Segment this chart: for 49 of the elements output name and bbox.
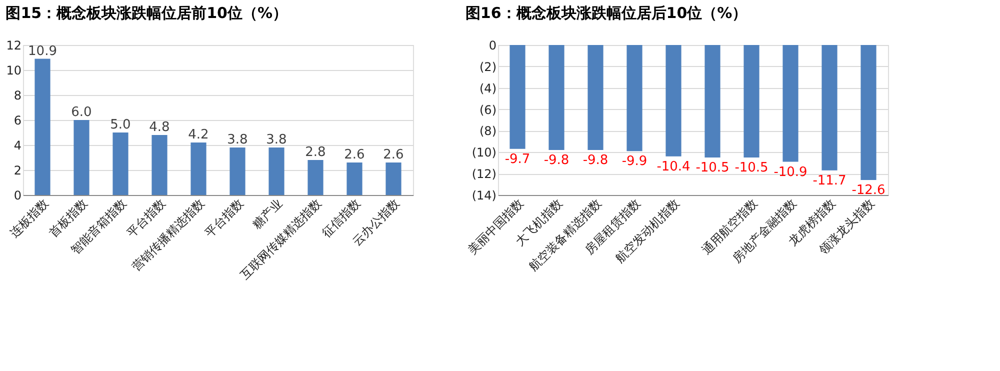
data-label: 2.6 [344, 148, 365, 162]
data-label: -10.9 [774, 164, 808, 180]
y-tick-label: (2) [480, 60, 496, 74]
bar [230, 148, 246, 195]
chart-title: 图15：概念板块涨跌幅位居前10位（%） [6, 4, 288, 22]
data-label: -9.7 [504, 152, 530, 167]
y-tick-label: 12 [6, 38, 22, 52]
data-label: -10.5 [734, 160, 768, 176]
data-label: -9.8 [582, 153, 608, 168]
data-label: 2.6 [383, 148, 404, 162]
y-tick-label: (12) [472, 167, 496, 182]
bar [190, 142, 206, 195]
bar [152, 135, 168, 195]
data-label: -11.7 [812, 173, 846, 188]
data-label: -9.9 [622, 154, 648, 170]
data-label: -10.4 [656, 159, 690, 174]
data-label: 4.8 [149, 120, 170, 135]
y-tick-label: (4) [480, 81, 496, 96]
y-tick-label: 4 [14, 138, 22, 152]
data-label: -9.8 [544, 153, 570, 168]
bar [112, 132, 128, 195]
y-tick-label: 8 [14, 88, 22, 102]
data-label: -12.6 [852, 183, 886, 198]
y-tick-label: (10) [472, 146, 496, 160]
data-label: 3.8 [266, 132, 287, 148]
y-tick-label: (8) [480, 124, 496, 138]
x-tick-label: 平台指数 [202, 196, 246, 240]
data-label: 2.8 [305, 145, 326, 160]
data-label: 4.2 [188, 128, 209, 142]
data-label: 10.9 [28, 44, 57, 59]
data-label: -10.5 [696, 160, 730, 176]
y-tick-label: 0 [14, 188, 22, 202]
y-tick-label: (14) [472, 188, 496, 202]
chart-title: 图16：概念板块涨跌幅位居后10位（%） [465, 4, 748, 22]
y-tick-label: 0 [488, 38, 496, 52]
bar [386, 162, 402, 195]
data-label: 3.8 [227, 132, 248, 148]
y-tick-label: 2 [14, 164, 22, 178]
bar [308, 160, 324, 195]
bar [74, 120, 90, 195]
x-tick-label: 糖产业 [250, 196, 285, 232]
bar [34, 58, 50, 195]
y-tick-label: 10 [6, 64, 22, 78]
bar [268, 148, 284, 195]
data-label: 6.0 [71, 105, 92, 120]
bar [346, 162, 362, 195]
y-tick-label: 6 [14, 114, 22, 128]
data-label: 5.0 [110, 118, 131, 132]
y-tick-label: (6) [480, 102, 496, 117]
